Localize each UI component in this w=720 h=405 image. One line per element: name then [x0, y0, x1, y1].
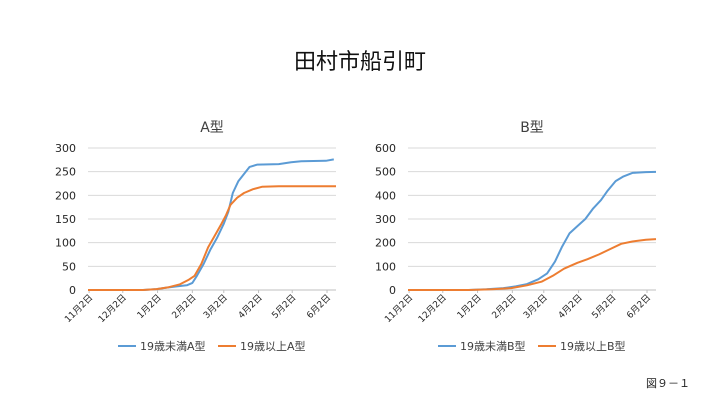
legend-label: 19歳以上B型 — [560, 339, 626, 353]
chart-type-a: A型 0 50 100 150 200 250 300 11月2日 12月2日 1月2日 2月2日 3月… — [40, 110, 340, 360]
x-tick-label: 5月2日 — [590, 292, 619, 321]
x-tick-label: 11月2日 — [63, 292, 96, 325]
y-tick-label: 300 — [375, 213, 396, 226]
y-tick-label: 600 — [375, 142, 396, 155]
chart-type-a-svg: A型 0 50 100 150 200 250 300 11月2日 12月2日 1月2日 2月2日 3月… — [55, 120, 336, 353]
x-tick-label: 2月2日 — [490, 292, 519, 321]
x-tick-label: 6月2日 — [305, 292, 334, 321]
figure-label: 図９－１ — [646, 377, 690, 390]
y-tick-label: 0 — [389, 284, 396, 297]
y-tick-label: 100 — [55, 237, 76, 250]
x-tick-label: 6月2日 — [625, 292, 654, 321]
x-tick-label: 12月2日 — [96, 292, 129, 325]
y-tick-label: 400 — [375, 189, 396, 202]
page-title: 田村市船引町 — [293, 50, 426, 75]
x-tick-label: 5月2日 — [270, 292, 299, 321]
legend-label: 19歳未満B型 — [460, 339, 526, 353]
y-tick-label: 50 — [62, 260, 76, 273]
y-tick-label: 200 — [375, 237, 396, 250]
y-tick-label: 250 — [55, 166, 76, 179]
chart-title: B型 — [520, 120, 544, 136]
series-line-0 — [408, 170, 657, 291]
y-tick-label: 500 — [375, 166, 396, 179]
series-line-1 — [408, 238, 657, 291]
x-tick-label: 3月2日 — [201, 292, 230, 321]
series-line-0 — [88, 158, 334, 291]
x-tick-label: 1月2日 — [135, 292, 164, 321]
x-tick-label: 2月2日 — [170, 292, 199, 321]
legend-label: 19歳以上A型 — [240, 339, 306, 353]
x-tick-label: 11月2日 — [383, 292, 416, 325]
chart-type-b: B型 0 100 200 300 400 500 600 11月2日 12月2日 1月2日 2月2日 3… — [360, 110, 660, 360]
y-tick-label: 300 — [55, 142, 76, 155]
x-tick-label: 3月2日 — [521, 292, 550, 321]
y-tick-label: 0 — [69, 284, 76, 297]
y-tick-label: 100 — [375, 260, 396, 273]
x-tick-label: 1月2日 — [455, 292, 484, 321]
y-tick-label: 200 — [55, 189, 76, 202]
chart-title: A型 — [200, 120, 224, 136]
x-tick-label: 12月2日 — [416, 292, 449, 325]
series-line-1 — [88, 185, 336, 291]
chart-type-b-svg: B型 0 100 200 300 400 500 600 11月2日 12月2日 1月2日 2月2日 3… — [375, 120, 657, 353]
legend-label: 19歳未満A型 — [140, 339, 206, 353]
x-tick-label: 4月2日 — [556, 292, 585, 321]
y-tick-label: 150 — [55, 213, 76, 226]
x-tick-label: 4月2日 — [236, 292, 265, 321]
